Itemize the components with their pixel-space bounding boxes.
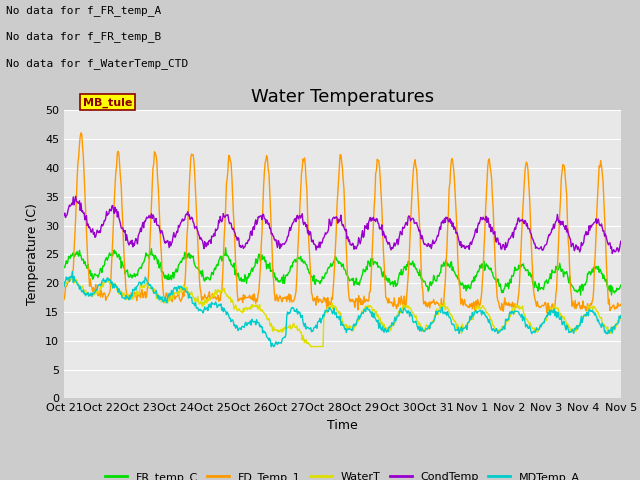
Legend: FR_temp_C, FD_Temp_1, WaterT, CondTemp, MDTemp_A: FR_temp_C, FD_Temp_1, WaterT, CondTemp, … [100,468,584,480]
Text: MB_tule: MB_tule [83,97,132,108]
X-axis label: Time: Time [327,419,358,432]
Title: Water Temperatures: Water Temperatures [251,88,434,106]
Y-axis label: Temperature (C): Temperature (C) [26,204,40,305]
Text: No data for f_WaterTemp_CTD: No data for f_WaterTemp_CTD [6,58,189,69]
Text: No data for f_FR_temp_B: No data for f_FR_temp_B [6,31,162,42]
Text: No data for f_FR_temp_A: No data for f_FR_temp_A [6,5,162,16]
